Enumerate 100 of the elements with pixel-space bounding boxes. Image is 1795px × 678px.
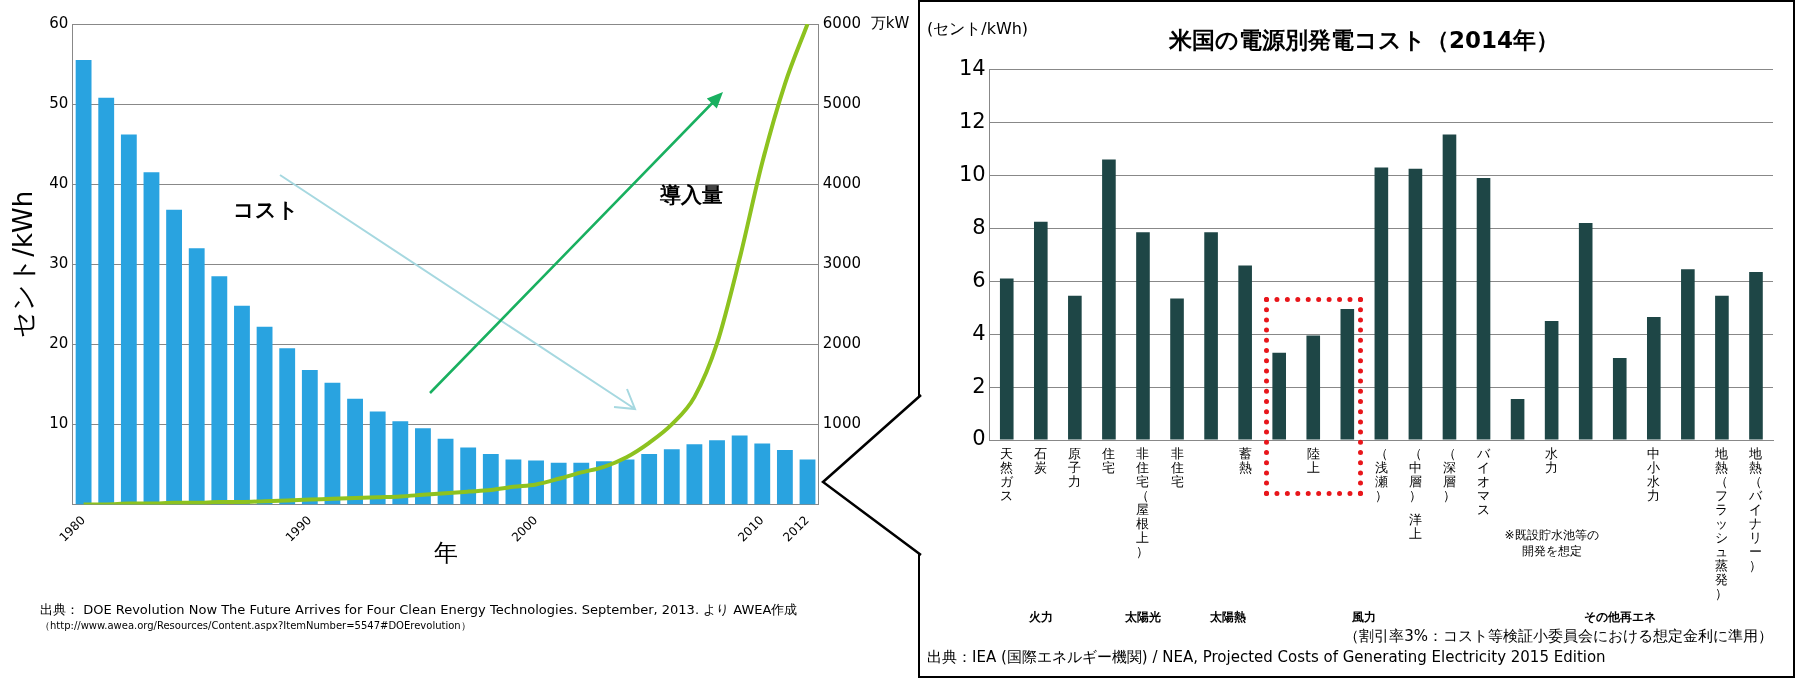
y-tick-label: 0 <box>972 426 986 451</box>
source-note: 出典： DOE Revolution Now The Future Arrives for Four Clean Energy Technologies. September, 2013. より AWEA作成 <box>40 602 798 618</box>
bar <box>460 447 477 505</box>
y-axis-title: セント/kWh <box>8 190 39 338</box>
y-axis-title: (セント/kWh) <box>927 19 1029 39</box>
y2-tick-label: 3000 <box>822 254 862 273</box>
bar <box>120 134 137 505</box>
bar <box>1068 295 1082 440</box>
bar <box>528 460 544 505</box>
bar <box>1272 352 1287 440</box>
bar <box>1238 265 1252 440</box>
bar <box>641 453 658 505</box>
y-tick-label: 12 <box>958 108 986 133</box>
bar <box>1408 168 1423 440</box>
y2-tick-label: 6000 <box>822 13 862 32</box>
y-tick-label: 8 <box>972 214 986 239</box>
category-label: 地熱（バイナリー） <box>1749 445 1763 573</box>
y-tick-label: 30 <box>49 254 69 273</box>
bar <box>1646 316 1661 440</box>
y-tick-label: 2 <box>972 373 986 398</box>
x-tick-label: 陸上 <box>1306 445 1320 475</box>
x-tick-label: 水力 <box>1545 445 1559 475</box>
bar <box>1136 232 1150 440</box>
x-tick-label: （浅瀬） <box>1374 445 1388 503</box>
series-label: コスト <box>233 197 300 222</box>
text: 太陽光 <box>1123 610 1161 625</box>
bar <box>1510 398 1525 440</box>
bar <box>1681 269 1695 440</box>
bar <box>1612 357 1627 440</box>
bar <box>686 444 703 505</box>
bar <box>1715 295 1729 440</box>
y-tick-label: 4 <box>972 320 986 345</box>
source-note: 出典：IEA (国際エネルギー機関) / NEA, Projected Costs of Generating Electricity 2015 Edition <box>927 648 1606 667</box>
bar <box>1340 309 1355 440</box>
bar <box>1170 298 1184 440</box>
y2-tick-label: 4000 <box>822 174 862 193</box>
bar <box>1578 223 1593 440</box>
bar <box>1374 167 1389 440</box>
text: 風力 <box>1351 610 1377 625</box>
bar <box>1544 320 1559 440</box>
x-tick-label: 中小水力 <box>1647 445 1661 503</box>
bar <box>301 369 318 505</box>
bar <box>415 428 431 505</box>
y-tick-label: 10 <box>49 414 69 433</box>
bar <box>347 398 363 505</box>
chart-title: 米国の電源別発電コスト（2014年） <box>1167 26 1560 53</box>
text: ※既設貯水池等の開発を想定 <box>1504 528 1599 559</box>
bar <box>482 453 499 505</box>
bar <box>596 461 612 505</box>
x-tick-label: 天然ガス <box>1000 445 1015 503</box>
y2-tick-label: 1000 <box>822 414 862 433</box>
bar <box>709 440 725 505</box>
x-tick-label: （深層） <box>1442 445 1456 503</box>
x-tick-label: 非住宅 <box>1169 445 1184 489</box>
y2-tick-label: 2000 <box>822 334 862 353</box>
bar <box>369 411 386 505</box>
bar <box>754 443 771 505</box>
bar <box>731 435 748 505</box>
x-tick-label: 蓄熱 <box>1238 445 1252 475</box>
bar <box>663 449 680 505</box>
text: 太陽熱 <box>1209 610 1247 625</box>
x-tick-label: 石炭 <box>1034 445 1048 475</box>
x-tick-label: バイオマス <box>1476 445 1492 517</box>
bar <box>1476 178 1491 440</box>
x-tick-label: 住宅 <box>1101 445 1116 475</box>
text: 火力 <box>1027 610 1053 625</box>
bar <box>1102 159 1116 440</box>
x-axis-title: 年 <box>433 538 458 567</box>
bar <box>143 172 160 505</box>
y2-axis-title: 万kW <box>870 13 910 32</box>
x-tick-label: （中層） <box>1408 445 1422 503</box>
text: 洋上 <box>1408 511 1422 541</box>
x-tick-label: 原子力 <box>1068 445 1082 489</box>
y-tick-label: 40 <box>49 174 69 193</box>
y-tick-label: 14 <box>958 56 986 81</box>
bar <box>1442 134 1457 440</box>
text: （割引率3%：コスト等検証小委員会における想定金利に準用） <box>1344 627 1773 646</box>
bar <box>1033 221 1048 440</box>
bar <box>1204 232 1218 440</box>
text: その他再エネ <box>1583 610 1656 625</box>
bar <box>618 459 635 505</box>
bar <box>1749 272 1763 440</box>
bar <box>324 382 341 505</box>
text: （http://www.awea.org/Resources/Content.aspx?ItemNumber=5547#DOErevolution） <box>40 620 471 632</box>
bar <box>279 348 296 505</box>
y-tick-label: 10 <box>958 161 986 186</box>
bar <box>392 421 409 505</box>
x-tick-label: 非住宅（屋根上） <box>1135 445 1150 559</box>
bar <box>75 60 92 505</box>
y-tick-label: 20 <box>49 334 69 353</box>
y-tick-label: 60 <box>49 13 69 32</box>
series-label: 導入量 <box>659 183 724 208</box>
bar <box>256 326 273 505</box>
y-tick-label: 6 <box>972 267 986 292</box>
y2-tick-label: 5000 <box>822 93 862 112</box>
bar <box>999 278 1014 440</box>
y-tick-label: 50 <box>49 93 69 112</box>
bar <box>1306 335 1321 440</box>
bar <box>98 97 115 505</box>
category-label: 地熱（フラッシュ蒸発） <box>1715 445 1729 601</box>
